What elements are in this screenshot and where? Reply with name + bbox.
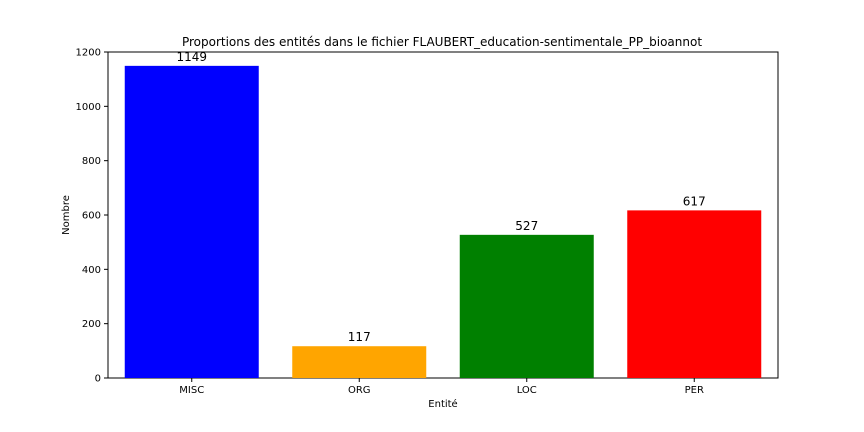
y-tick-label: 800 xyxy=(82,156,101,167)
data-label-misc: 1149 xyxy=(176,50,207,64)
x-axis: MISC ORG LOC PER xyxy=(179,378,704,396)
bars-group xyxy=(124,65,762,378)
y-tick-label: 600 xyxy=(82,211,101,222)
x-tick-label: ORG xyxy=(348,385,371,396)
chart-title: Proportions des entités dans le fichier … xyxy=(182,35,702,49)
x-tick-label: MISC xyxy=(179,385,204,396)
y-axis: 0 200 400 600 800 1000 1200 xyxy=(76,48,108,385)
data-labels-group: 1149 117 527 617 xyxy=(176,50,705,344)
bar-per xyxy=(627,210,762,378)
x-tick-label: LOC xyxy=(517,385,537,396)
bar-misc xyxy=(124,65,259,378)
x-axis-label: Entité xyxy=(428,398,457,410)
y-tick-label: 1000 xyxy=(76,102,101,113)
y-tick-label: 1200 xyxy=(76,48,101,59)
y-tick-label: 400 xyxy=(82,265,101,276)
y-axis-label: Nombre xyxy=(61,195,72,235)
y-tick-label: 200 xyxy=(82,319,101,330)
data-label-per: 617 xyxy=(683,194,706,208)
bar-loc xyxy=(459,234,594,378)
y-tick-label: 0 xyxy=(95,374,101,385)
data-label-org: 117 xyxy=(348,330,371,344)
data-label-loc: 527 xyxy=(515,219,538,233)
x-tick-label: PER xyxy=(685,385,704,396)
bar-org xyxy=(292,346,427,378)
